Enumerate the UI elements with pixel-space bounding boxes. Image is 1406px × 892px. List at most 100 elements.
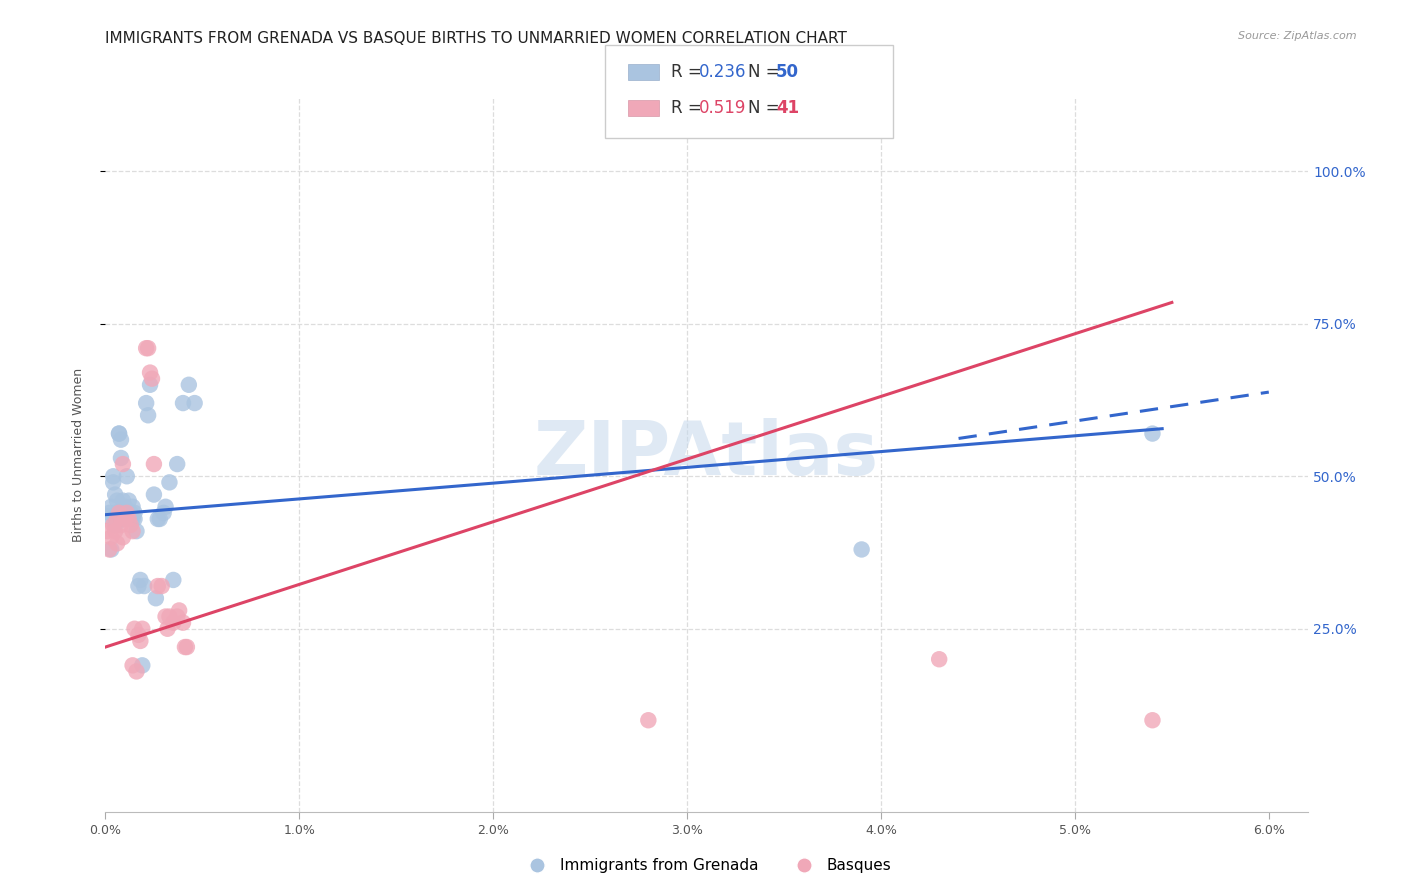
Point	[159, 475, 181, 490]
Point	[149, 512, 172, 526]
Point	[111, 506, 134, 520]
Point	[139, 377, 162, 392]
Point	[125, 665, 148, 679]
Text: Source: ZipAtlas.com: Source: ZipAtlas.com	[1239, 31, 1357, 41]
Text: 0.236: 0.236	[699, 63, 747, 81]
Point	[146, 512, 169, 526]
Text: 50: 50	[776, 63, 799, 81]
Point	[100, 500, 122, 514]
Point	[146, 579, 169, 593]
Point	[176, 640, 198, 654]
Point	[141, 372, 163, 386]
Point	[166, 609, 188, 624]
Point	[103, 475, 125, 490]
Point	[103, 469, 125, 483]
Point	[124, 512, 146, 526]
Point	[129, 634, 152, 648]
Point	[851, 542, 873, 557]
Point	[166, 457, 188, 471]
Point	[155, 500, 177, 514]
Point	[167, 603, 190, 617]
Point	[118, 506, 141, 520]
Point	[135, 396, 157, 410]
Point	[94, 508, 117, 523]
Point	[152, 506, 174, 520]
Point	[98, 506, 121, 520]
Point	[155, 609, 177, 624]
Point	[127, 579, 149, 593]
Point	[104, 487, 127, 501]
Point	[105, 512, 128, 526]
Point	[134, 579, 156, 593]
Point	[139, 366, 162, 380]
Point	[115, 469, 138, 483]
Point	[145, 591, 167, 606]
Point	[105, 536, 128, 550]
Point	[100, 530, 122, 544]
Point	[114, 500, 136, 514]
Point	[114, 512, 136, 526]
Point	[150, 579, 173, 593]
Y-axis label: Births to Unmarried Women: Births to Unmarried Women	[72, 368, 84, 542]
Point	[124, 622, 146, 636]
Point	[115, 506, 138, 520]
Point	[118, 512, 141, 526]
Point	[177, 377, 200, 392]
Point	[124, 506, 146, 520]
Point	[121, 658, 143, 673]
Point	[928, 652, 950, 666]
Point	[121, 524, 143, 538]
Point	[111, 493, 134, 508]
Point	[172, 396, 194, 410]
Point	[156, 622, 179, 636]
Point	[142, 457, 165, 471]
Point	[121, 512, 143, 526]
Point	[129, 573, 152, 587]
Point	[103, 518, 125, 533]
Point	[105, 506, 128, 520]
Point	[637, 713, 659, 727]
Point	[162, 573, 184, 587]
Point	[114, 512, 136, 526]
Point	[120, 518, 142, 533]
Text: R =: R =	[671, 99, 707, 117]
Point	[120, 512, 142, 526]
Point	[108, 506, 131, 520]
Point	[110, 433, 132, 447]
Text: ZIPAtlas: ZIPAtlas	[534, 418, 879, 491]
Point	[1142, 713, 1164, 727]
Point	[162, 615, 184, 630]
Point	[183, 396, 205, 410]
Point	[127, 628, 149, 642]
Point	[98, 542, 121, 557]
Point	[174, 640, 197, 654]
Point	[1142, 426, 1164, 441]
Point	[136, 341, 159, 355]
Text: R =: R =	[671, 63, 707, 81]
Point	[125, 524, 148, 538]
Text: N =: N =	[748, 99, 785, 117]
Point	[142, 487, 165, 501]
Point	[111, 530, 134, 544]
Point	[111, 457, 134, 471]
Point	[104, 518, 127, 533]
Point	[118, 493, 141, 508]
Text: N =: N =	[748, 63, 785, 81]
Point	[131, 622, 153, 636]
Point	[136, 409, 159, 423]
Point	[96, 524, 118, 538]
Point	[120, 506, 142, 520]
Point	[115, 506, 138, 520]
Point	[105, 493, 128, 508]
Point	[159, 609, 181, 624]
Point	[108, 426, 131, 441]
Text: 41: 41	[776, 99, 799, 117]
Point	[121, 500, 143, 514]
Point	[110, 450, 132, 465]
Text: IMMIGRANTS FROM GRENADA VS BASQUE BIRTHS TO UNMARRIED WOMEN CORRELATION CHART: IMMIGRANTS FROM GRENADA VS BASQUE BIRTHS…	[105, 31, 848, 46]
Point	[131, 658, 153, 673]
Point	[108, 426, 131, 441]
Point	[135, 341, 157, 355]
Point	[110, 518, 132, 533]
Point	[104, 524, 127, 538]
